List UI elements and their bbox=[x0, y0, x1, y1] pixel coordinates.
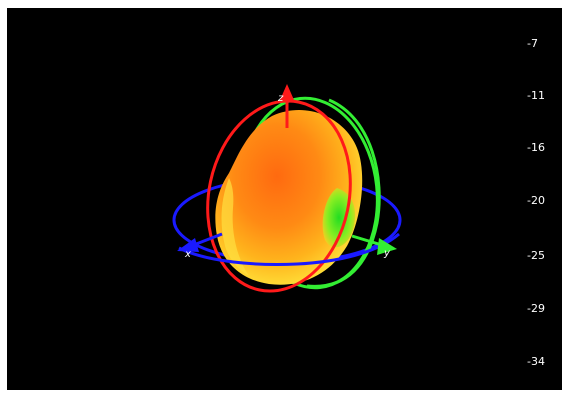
lobe-notch bbox=[322, 188, 356, 248]
x-axis-label: x bbox=[185, 249, 191, 260]
radiation-lobe bbox=[215, 110, 363, 285]
x-ring-front bbox=[178, 232, 400, 266]
z-axis-label: z bbox=[278, 93, 284, 104]
y-axis-label: y bbox=[384, 248, 390, 259]
scale-tick: -7 bbox=[527, 37, 538, 50]
color-scale-labels: -7 -11 -16 -20 -25 -29 -34 bbox=[527, 8, 562, 390]
z-axis-arrowhead bbox=[280, 84, 294, 100]
y-axis-arrowhead bbox=[377, 238, 397, 255]
scale-tick: -25 bbox=[527, 249, 545, 262]
y-ring-front bbox=[306, 98, 381, 288]
z-ring bbox=[206, 99, 352, 293]
radiation-pattern-plot bbox=[172, 84, 402, 293]
scale-tick: -29 bbox=[527, 302, 545, 315]
lobe-highlight bbox=[221, 178, 249, 276]
x-axis-arrowhead bbox=[177, 238, 199, 252]
scale-tick: -11 bbox=[527, 89, 545, 102]
scale-tick: -34 bbox=[527, 355, 545, 368]
scale-tick: -16 bbox=[527, 141, 545, 154]
scale-tick: -20 bbox=[527, 194, 545, 207]
render-viewport[interactable]: z x y -7 -11 -16 -20 -25 -29 -34 bbox=[7, 8, 562, 390]
